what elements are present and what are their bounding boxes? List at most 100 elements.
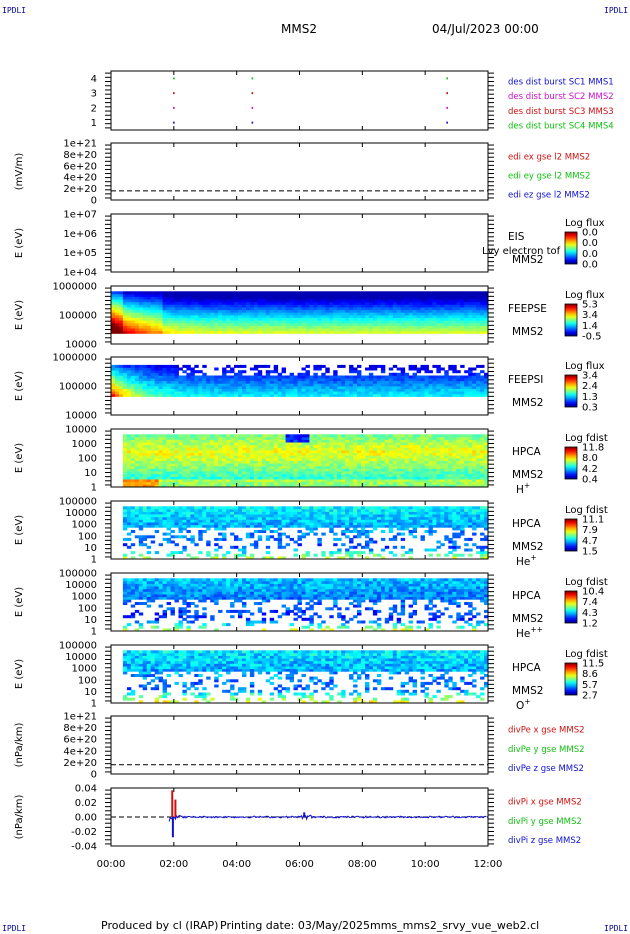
spectrogram-cell xyxy=(293,388,298,392)
spectrogram-cell xyxy=(353,291,358,295)
spectrogram-cell xyxy=(118,375,124,379)
spectrogram-cell xyxy=(178,299,183,303)
spectrogram-cell xyxy=(222,388,227,392)
spectrogram-cell xyxy=(265,450,271,454)
spectrogram-cell xyxy=(472,484,477,488)
spectrogram-cell xyxy=(162,372,167,376)
spectrogram-cell xyxy=(130,309,136,313)
spectrogram-cell xyxy=(380,291,386,295)
spectrogram-cell xyxy=(249,380,255,384)
spectrogram-cell xyxy=(126,307,132,311)
spectrogram-cell xyxy=(285,293,290,297)
spectrogram-cell xyxy=(424,479,429,483)
spectrogram-cell xyxy=(424,458,429,461)
spectrogram-cell xyxy=(273,296,279,300)
spectrogram-cell xyxy=(226,388,231,392)
spectrogram-cell xyxy=(444,370,449,374)
spectrogram-cell xyxy=(321,436,326,440)
spectrogram-cell xyxy=(138,434,144,438)
spectrogram-cell xyxy=(293,458,298,461)
spectrogram-cell xyxy=(420,476,425,480)
spectrogram-cell xyxy=(206,380,211,384)
spectrogram-cell xyxy=(130,370,136,374)
spectrogram-cell xyxy=(368,481,374,485)
spectrogram-cell xyxy=(345,481,350,485)
spectrogram-cell xyxy=(186,460,191,464)
spectrogram-cell xyxy=(468,447,473,451)
spectrogram-cell xyxy=(257,439,263,443)
spectrogram-cell xyxy=(317,439,322,443)
spectrogram-cell xyxy=(158,315,163,318)
spectrogram-cell xyxy=(218,545,223,549)
spectrogram-cell xyxy=(206,481,211,485)
spectrogram-cell xyxy=(154,506,160,510)
spectrogram-cell xyxy=(174,322,179,326)
spectrogram-cell xyxy=(150,471,156,475)
spectrogram-cell xyxy=(440,386,445,389)
spectrogram-cell xyxy=(412,450,417,454)
spectrogram-cell xyxy=(301,391,306,395)
spectrogram-cell xyxy=(134,301,140,305)
spectrogram-cell xyxy=(222,450,227,454)
spectrogram-cell xyxy=(404,291,410,295)
spectrogram-cell xyxy=(329,317,334,321)
spectrogram-cell xyxy=(214,447,219,451)
spectrogram-cell xyxy=(428,330,433,334)
spectrogram-cell xyxy=(317,476,322,480)
spectrogram-cell xyxy=(384,439,390,443)
spectrogram-cell xyxy=(476,320,481,324)
spectrogram-cell xyxy=(345,312,350,316)
spectrogram-cell xyxy=(126,455,132,459)
spectrogram-cell xyxy=(158,479,163,483)
spectrogram-cell xyxy=(134,476,140,480)
spectrogram-cell xyxy=(222,473,227,477)
spectrogram-cell xyxy=(321,364,326,368)
spectrogram-cell xyxy=(257,322,263,326)
spectrogram-cell xyxy=(238,468,243,472)
spectrogram-cell xyxy=(154,391,160,395)
spectrogram-cell xyxy=(214,508,219,512)
spectrogram-cell xyxy=(444,442,449,446)
spectrogram-cell xyxy=(146,372,152,376)
spectrogram-cell xyxy=(273,452,279,456)
spectrogram-cell xyxy=(376,301,382,305)
spectrogram-cell xyxy=(372,309,378,313)
spectrogram-cell xyxy=(289,291,294,295)
spectrogram-cell xyxy=(222,299,227,303)
spectrogram-cell xyxy=(198,455,203,459)
spectrogram-cell xyxy=(452,367,457,371)
spectrogram-cell xyxy=(305,391,310,395)
spectrogram-cell xyxy=(484,330,489,334)
spectrogram-cell xyxy=(150,444,156,448)
spectrogram-cell xyxy=(253,367,259,371)
spectrogram-cell xyxy=(329,481,334,485)
spectrogram-cell xyxy=(130,543,136,547)
spectrogram-cell xyxy=(396,393,402,397)
spectrogram-cell xyxy=(190,330,195,334)
spectrogram-cell xyxy=(269,370,275,374)
spectrogram-cell xyxy=(146,476,152,480)
spectrogram-cell xyxy=(452,320,457,324)
spectrogram-cell xyxy=(404,301,410,305)
spectrogram-cell xyxy=(265,322,271,326)
spectrogram-cell xyxy=(249,388,255,392)
spectrogram-cell xyxy=(130,442,136,446)
spectrogram-cell xyxy=(472,458,477,461)
spectrogram-cell xyxy=(436,309,441,313)
spectrogram-cell xyxy=(392,439,398,443)
spectrogram-cell xyxy=(384,463,390,467)
spectrogram-cell xyxy=(313,471,318,475)
spectrogram-cell xyxy=(111,391,116,395)
spectrogram-cell xyxy=(226,447,231,451)
spectrogram-cell xyxy=(456,304,461,308)
spectrogram-cell xyxy=(265,484,271,488)
spectrogram-cell xyxy=(357,320,362,324)
spectrogram-cell xyxy=(126,375,132,379)
spectrogram-cell xyxy=(372,476,378,480)
spectrogram-cell xyxy=(420,484,425,488)
spectrogram-cell xyxy=(210,309,215,313)
spectrogram-cell xyxy=(353,317,358,321)
spectrogram-cell xyxy=(238,471,243,475)
spectrogram-cell xyxy=(468,301,473,305)
